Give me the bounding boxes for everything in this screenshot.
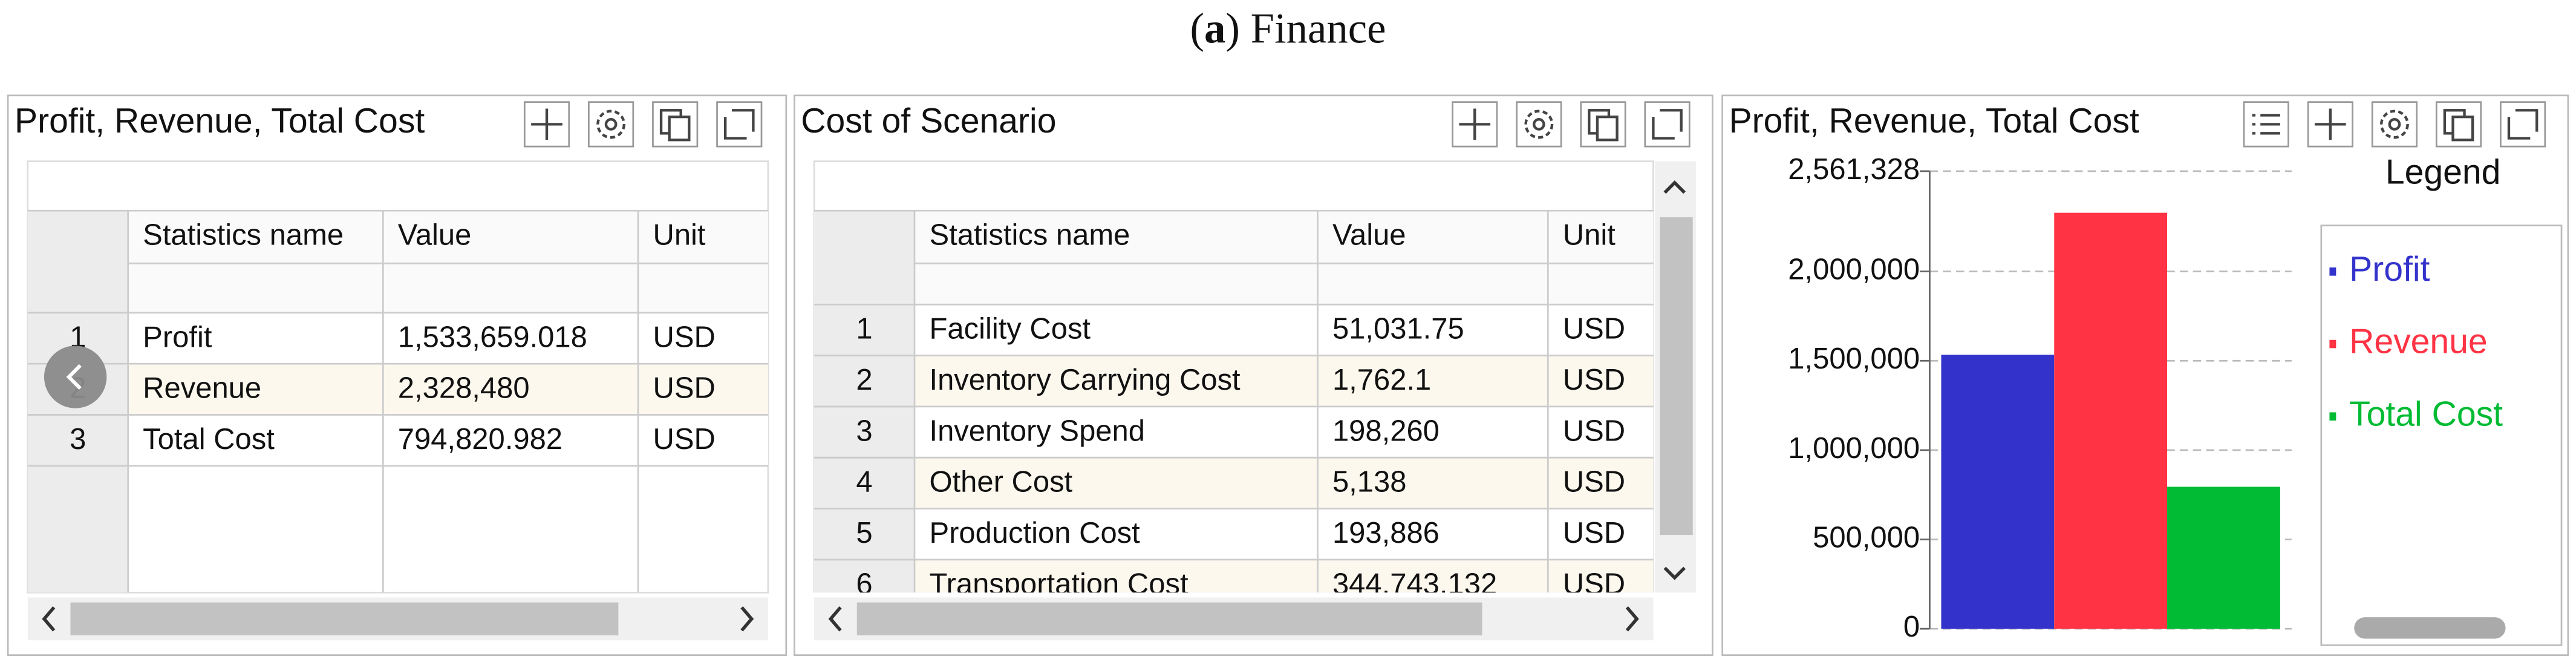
y-tick-label: 2,561,328 <box>1788 153 1920 186</box>
legend-label[interactable]: Profit <box>2349 250 2430 289</box>
toolbar-button[interactable] <box>524 102 569 146</box>
column-header: Unit <box>653 219 705 252</box>
toolbar-button[interactable] <box>1453 102 1497 146</box>
chart-title: Profit, Revenue, Total Cost <box>1729 102 2139 140</box>
legend-scrollbar[interactable] <box>2354 617 2505 638</box>
row-index: 3 <box>856 414 872 447</box>
cell-text: 794,820.982 <box>398 423 562 456</box>
button-frame <box>2500 102 2545 146</box>
toolbar-button[interactable] <box>2372 102 2416 146</box>
cell-text: Revenue <box>143 372 261 405</box>
button-frame <box>2372 102 2416 146</box>
legend-label[interactable]: Revenue <box>2349 323 2488 361</box>
cell-text: 198,260 <box>1332 414 1440 447</box>
column-header: Value <box>1332 219 1406 252</box>
toolbar-button[interactable] <box>2244 102 2288 146</box>
legend-swatch <box>2329 412 2336 421</box>
cell-text: Inventory Carrying Cost <box>929 364 1241 396</box>
cell-text: Production Cost <box>929 517 1140 549</box>
bar <box>2054 213 2167 629</box>
toolbar-button[interactable] <box>1581 102 1625 146</box>
row-index: 3 <box>70 423 86 456</box>
cell-text: 2,328,480 <box>398 372 530 405</box>
toolbar-button[interactable] <box>2500 102 2545 146</box>
cell-text: USD <box>1563 313 1625 346</box>
toolbar-button[interactable] <box>1517 102 1561 146</box>
button-frame <box>717 102 761 146</box>
cell-text: USD <box>1563 517 1625 549</box>
cell-text: USD <box>1563 414 1625 447</box>
toolbar-button[interactable] <box>717 102 761 146</box>
row-index: 5 <box>856 517 872 549</box>
y-tick-label: 500,000 <box>1813 521 1920 554</box>
column-header: Value <box>398 219 472 252</box>
column-header: Statistics name <box>143 219 344 252</box>
cell-text: USD <box>653 321 715 353</box>
cell-text: 5,138 <box>1332 466 1407 499</box>
toolbar-button[interactable] <box>2308 102 2352 146</box>
scrollbar-thumb[interactable] <box>1660 217 1692 535</box>
panel-title: Profit, Revenue, Total Cost <box>15 102 425 140</box>
bar <box>1941 355 2054 629</box>
toolbar-button[interactable] <box>653 102 697 146</box>
row-index: 2 <box>856 364 872 396</box>
caption-part: ( <box>1190 5 1204 53</box>
cell-text: 1,533,659.018 <box>398 321 587 353</box>
cell-text: USD <box>1563 364 1625 396</box>
panel-title: Cost of Scenario <box>801 102 1056 140</box>
cell-text: Profit <box>143 321 212 353</box>
nav-back-button[interactable] <box>44 346 106 408</box>
y-tick-label: 0 <box>1903 611 1920 643</box>
cell-text: Other Cost <box>929 466 1072 499</box>
scrollbar-thumb[interactable] <box>70 603 618 635</box>
cell-text: 1,762.1 <box>1332 364 1431 396</box>
cell-text: USD <box>653 372 715 405</box>
legend-title: Legend <box>2385 152 2501 191</box>
legend-swatch <box>2329 340 2336 349</box>
toolbar-button[interactable] <box>1645 102 1689 146</box>
row-index: 4 <box>856 466 872 499</box>
legend-label[interactable]: Total Cost <box>2349 395 2503 433</box>
caption: (a) Finance <box>1190 5 1386 53</box>
legend-swatch <box>2329 267 2336 276</box>
button-frame <box>589 102 633 146</box>
caption-part: ) Finance <box>1225 5 1386 53</box>
cell-text: USD <box>1563 466 1625 499</box>
row-index: 1 <box>856 313 872 346</box>
y-tick-label: 1,500,000 <box>1788 342 1920 375</box>
scrollbar-thumb[interactable] <box>857 603 1482 635</box>
button-frame <box>1517 102 1561 146</box>
cell-text: Facility Cost <box>929 313 1091 346</box>
icon <box>2453 117 2473 140</box>
bar <box>2167 486 2280 629</box>
column-header: Statistics name <box>929 219 1130 252</box>
cell-text: USD <box>653 423 715 456</box>
cell-text: Total Cost <box>143 423 275 456</box>
caption-part: a <box>1204 5 1225 53</box>
y-tick-label: 1,000,000 <box>1788 432 1920 465</box>
cell-text: Inventory Spend <box>929 414 1145 447</box>
cell-text: 193,886 <box>1332 517 1440 549</box>
icon <box>670 117 690 140</box>
toolbar-button[interactable] <box>589 102 633 146</box>
toolbar-button[interactable] <box>2436 102 2480 146</box>
cell-text: 51,031.75 <box>1332 313 1464 346</box>
icon <box>1597 117 1617 140</box>
button-frame <box>1645 102 1689 146</box>
column-header: Unit <box>1563 219 1616 252</box>
y-tick-label: 2,000,000 <box>1788 254 1920 286</box>
